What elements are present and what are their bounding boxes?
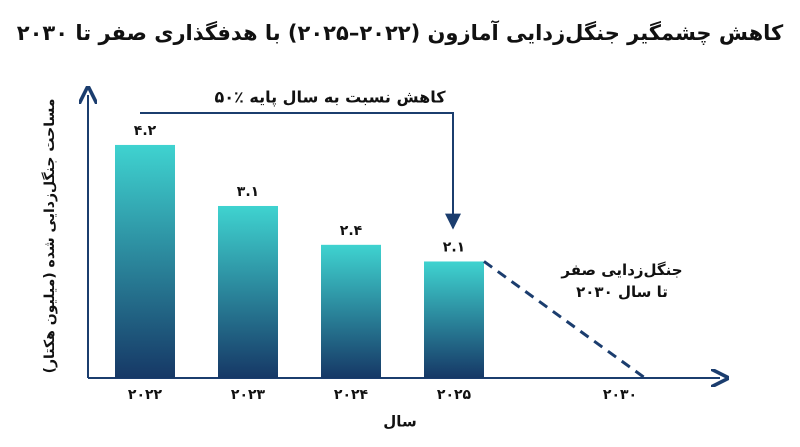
y-axis-label: مساحت جنگل‌زدایی شده (میلیون هکتار): [41, 99, 58, 374]
bar: [424, 261, 484, 378]
x-axis-label: سال: [383, 413, 416, 431]
goal-annotation-line: جنگل‌زدایی صفر: [560, 261, 682, 279]
value-label: ۴.۲: [134, 123, 157, 139]
x-tick-label: ۲۰۲۲: [128, 387, 163, 403]
value-label: ۳.۱: [237, 184, 259, 200]
reduction-annotation: ۵۰٪ کاهش نسبت به سال پایه: [215, 88, 447, 108]
chart-title: کاهش چشمگیر جنگل‌زدایی آمازون (۲۰۲۲–۲۰۲۵…: [17, 20, 784, 45]
x-tick-label: ۲۰۲۵: [437, 387, 472, 403]
x-tick-label: ۲۰۳۰: [603, 387, 637, 403]
bar: [115, 144, 175, 378]
x-tick-label: ۲۰۲۴: [334, 387, 369, 403]
reduction-arrow: [140, 112, 461, 230]
value-label: ۲.۴: [340, 223, 363, 239]
bar: [218, 205, 278, 378]
goal-annotation: جنگل‌زدایی صفر تا سال ۲۰۳۰: [560, 261, 682, 301]
value-label: ۲.۱: [443, 239, 465, 255]
bar: [321, 244, 381, 378]
target-line: [483, 260, 646, 380]
x-tick-label: ۲۰۲۳: [231, 387, 266, 403]
goal-annotation-line: تا سال ۲۰۳۰: [576, 283, 668, 301]
